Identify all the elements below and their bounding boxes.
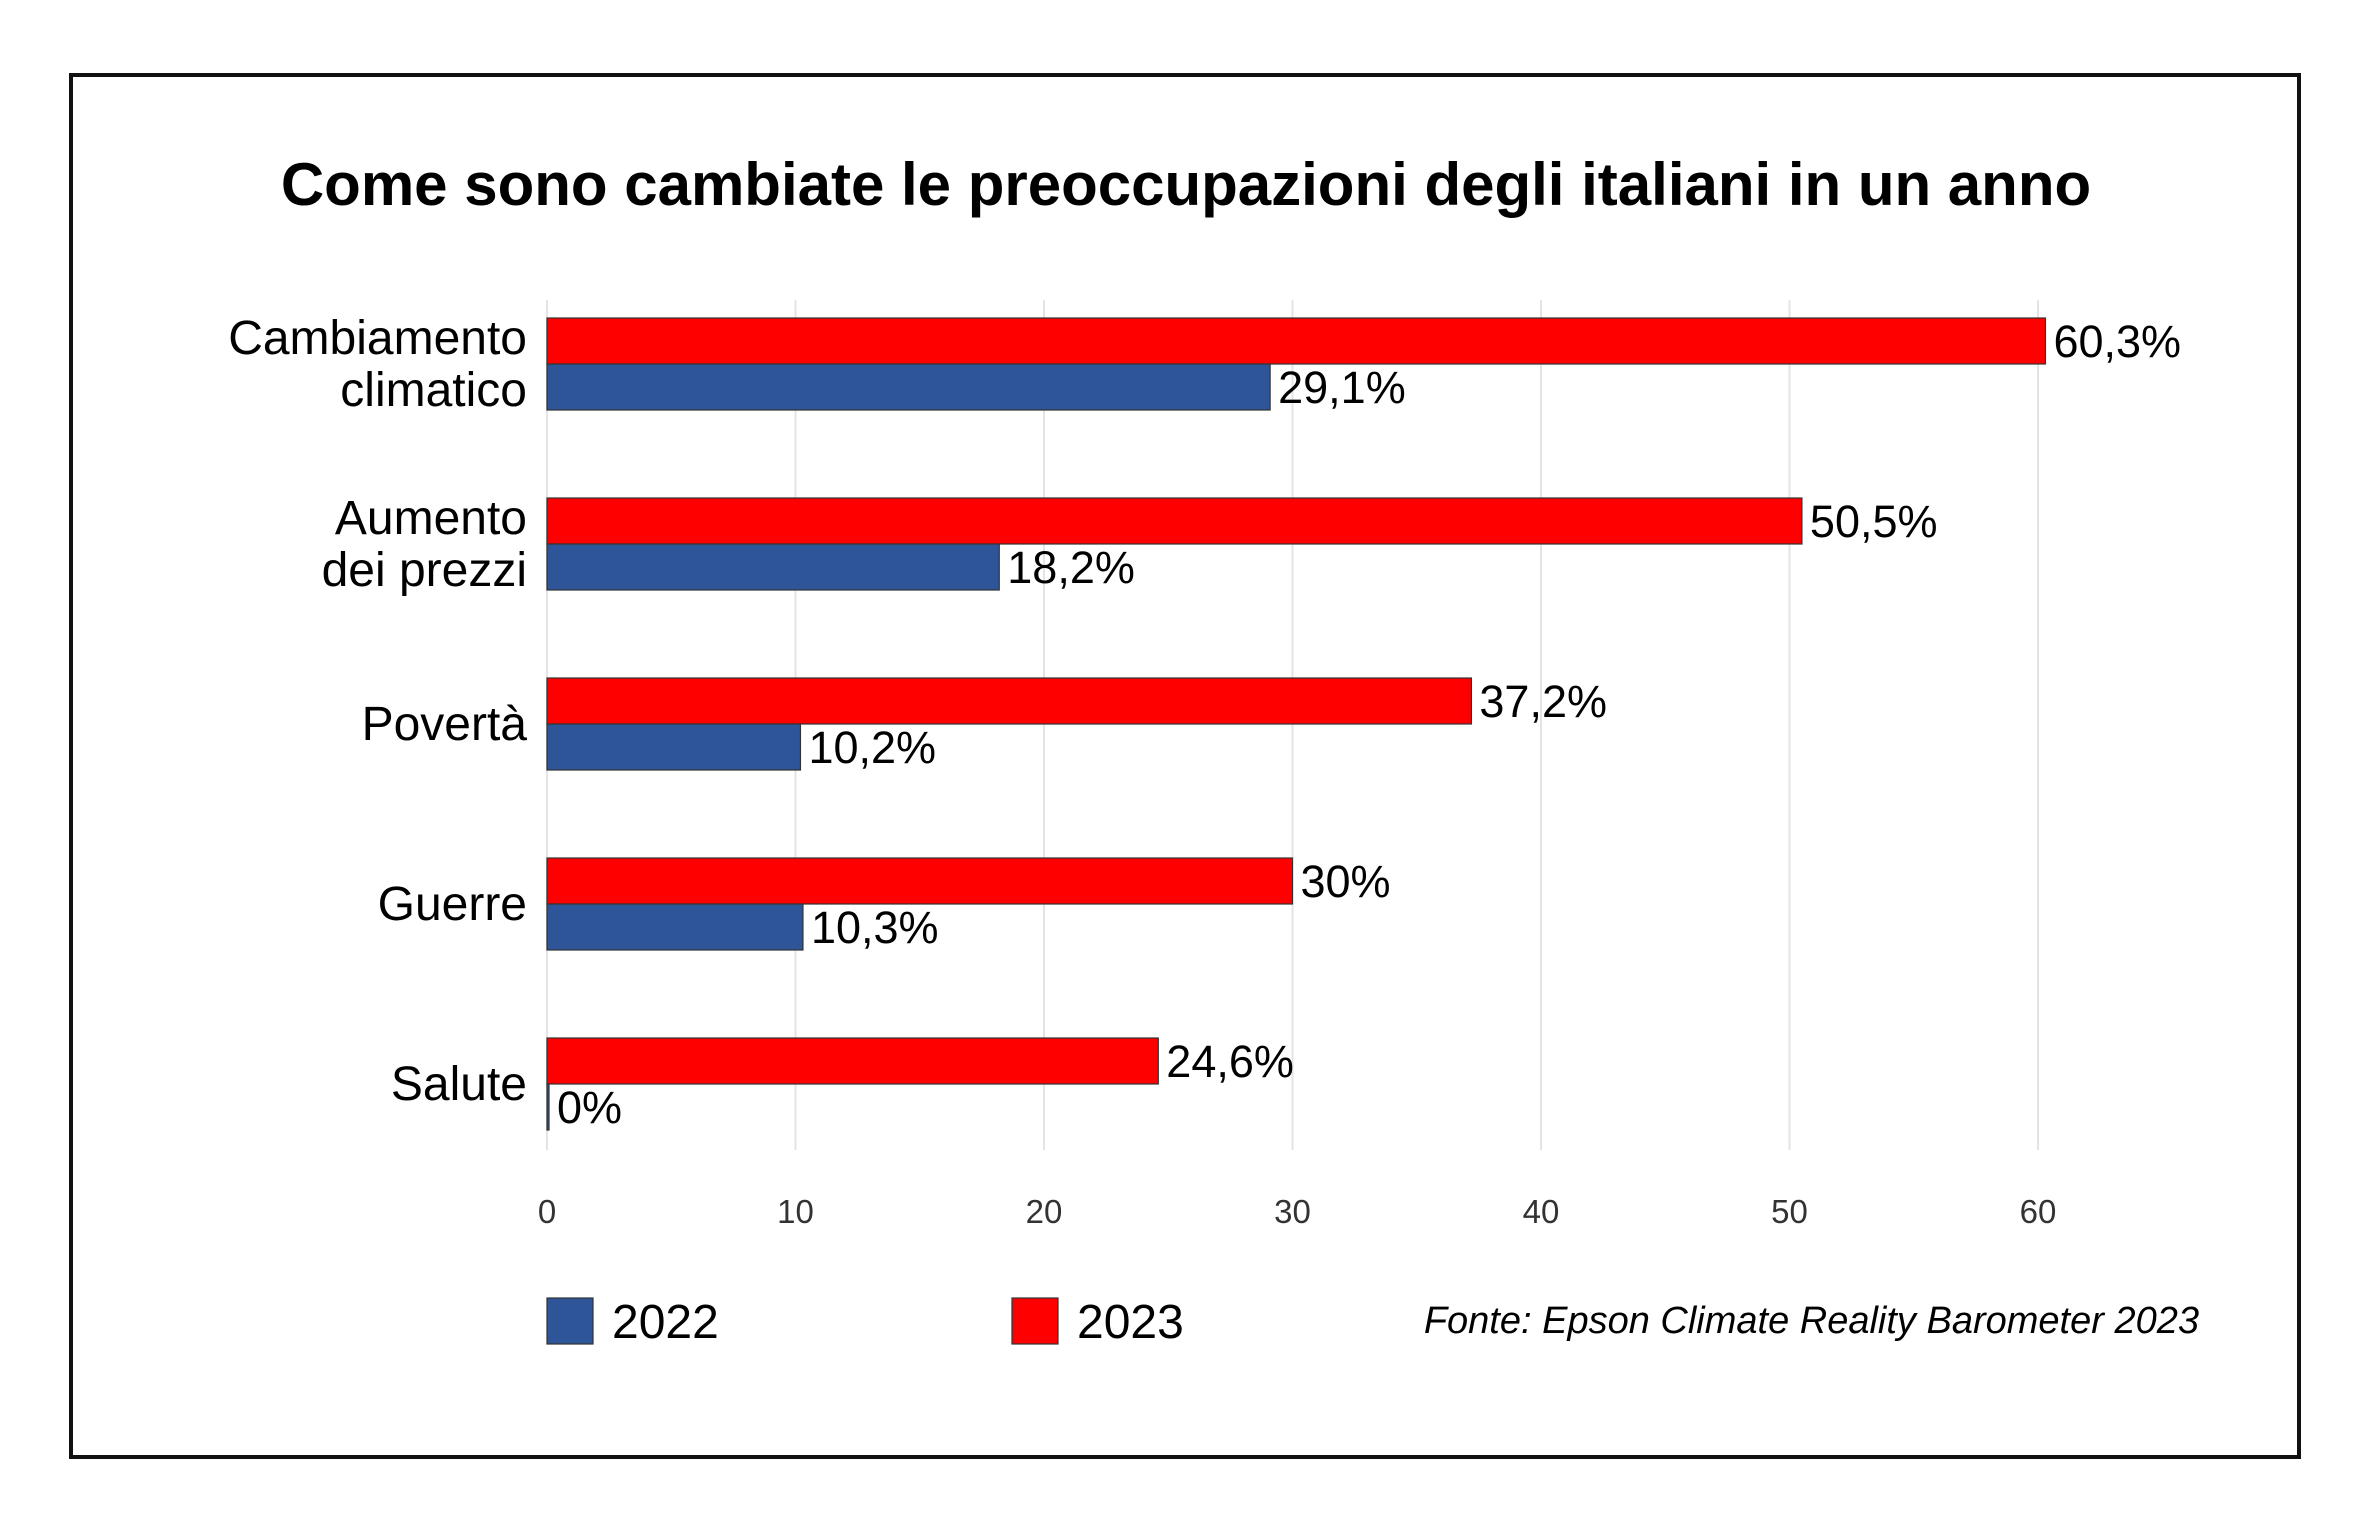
bar-2022: [546, 1083, 550, 1131]
legend-swatch-2023: [1011, 1297, 1059, 1345]
data-label: 0%: [557, 1082, 622, 1133]
data-label: 18,2%: [1007, 542, 1135, 593]
bar-2023: [546, 677, 1473, 725]
data-label: 30%: [1301, 856, 1391, 907]
chart-title: Come sono cambiate le preoccupazioni deg…: [280, 151, 2092, 218]
x-tick-label: 50: [1771, 1193, 1808, 1230]
x-tick-label: 20: [1026, 1193, 1063, 1230]
bar-2023: [546, 317, 2047, 365]
bar-2023: [546, 1037, 1159, 1085]
bar-2022: [546, 903, 804, 951]
data-label: 29,1%: [1278, 362, 1406, 413]
data-label: 24,6%: [1166, 1036, 1294, 1087]
x-tick-label: 30: [1274, 1193, 1311, 1230]
category-label: dei prezzi: [322, 544, 527, 597]
category-label: Guerre: [378, 878, 527, 931]
bar-2022: [546, 723, 802, 771]
x-tick-label: 40: [1523, 1193, 1560, 1230]
category-label: Salute: [391, 1058, 527, 1111]
bar-2022: [546, 363, 1271, 411]
bar-2023: [546, 857, 1294, 905]
category-label: Aumento: [335, 492, 527, 545]
category-label: Cambiamento: [228, 312, 527, 365]
x-tick-label: 0: [538, 1193, 556, 1230]
data-label: 60,3%: [2053, 316, 2181, 367]
data-label: 50,5%: [1810, 496, 1938, 547]
category-label: climatico: [340, 364, 527, 417]
legend-swatch-2022: [546, 1297, 594, 1345]
x-tick-label: 60: [2020, 1193, 2057, 1230]
bar-2022: [546, 543, 1000, 591]
chart-frame: [69, 73, 2301, 1459]
source-note: Fonte: Epson Climate Reality Barometer 2…: [1423, 1300, 2199, 1342]
legend-label: 2022: [612, 1296, 719, 1349]
category-label: Povertà: [362, 698, 528, 751]
data-label: 10,2%: [808, 722, 936, 773]
legend-label: 2023: [1077, 1296, 1184, 1349]
x-tick-label: 10: [777, 1193, 814, 1230]
data-label: 37,2%: [1479, 676, 1607, 727]
bar-2023: [546, 497, 1803, 545]
data-label: 10,3%: [811, 902, 939, 953]
